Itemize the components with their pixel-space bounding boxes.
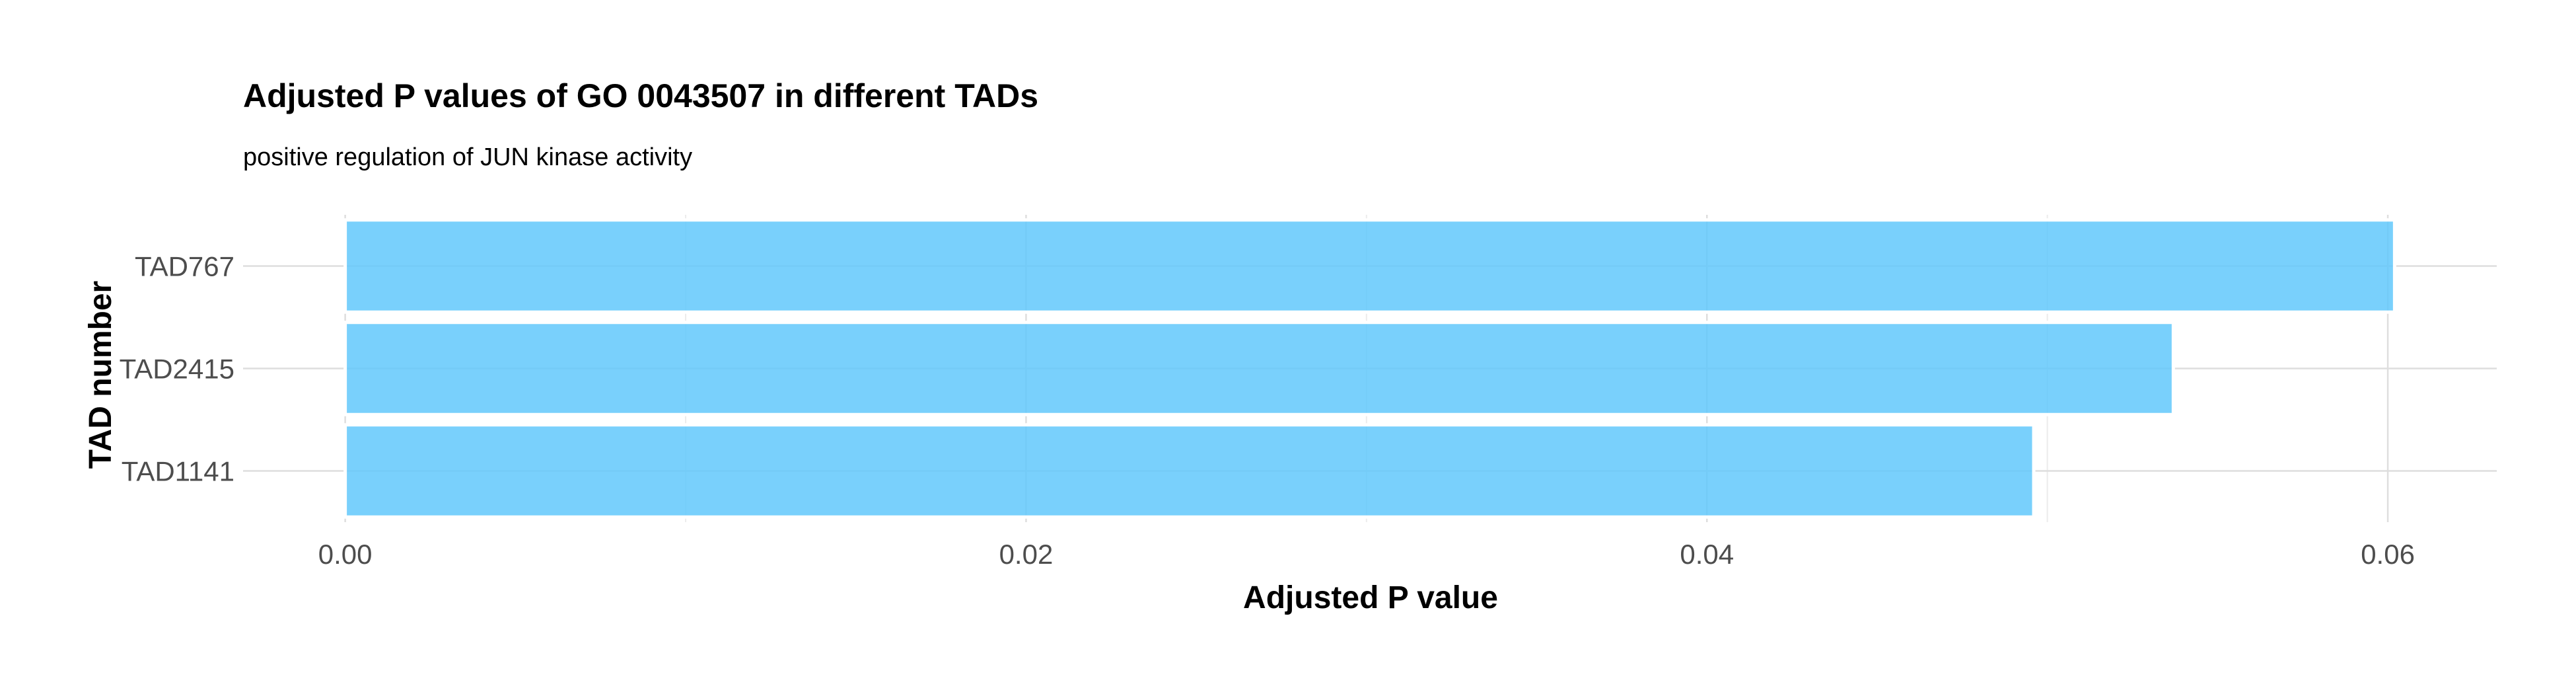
y-tick-label: TAD1141 xyxy=(122,456,234,487)
x-tick-label: 0.06 xyxy=(2361,539,2415,570)
bar-tad767 xyxy=(343,218,2396,314)
chart-subtitle: positive regulation of JUN kinase activi… xyxy=(243,143,692,171)
bars xyxy=(343,218,2396,519)
y-axis-title: TAD number xyxy=(83,281,118,469)
chart-title: Adjusted P values of GO 0043507 in diffe… xyxy=(243,77,1038,114)
y-tick-labels: TAD767 TAD2415 TAD1141 xyxy=(120,251,234,487)
y-tick-label: TAD767 xyxy=(135,251,234,282)
x-tick-labels: 0.00 0.02 0.04 0.06 xyxy=(318,539,2415,570)
x-tick-label: 0.00 xyxy=(318,539,373,570)
x-tick-label: 0.02 xyxy=(999,539,1054,570)
bar-tad2415 xyxy=(343,321,2175,416)
bar-tad1141 xyxy=(343,423,2036,519)
x-axis-title: Adjusted P value xyxy=(1243,580,1498,615)
x-tick-label: 0.04 xyxy=(1680,539,1734,570)
y-tick-label: TAD2415 xyxy=(120,354,234,385)
